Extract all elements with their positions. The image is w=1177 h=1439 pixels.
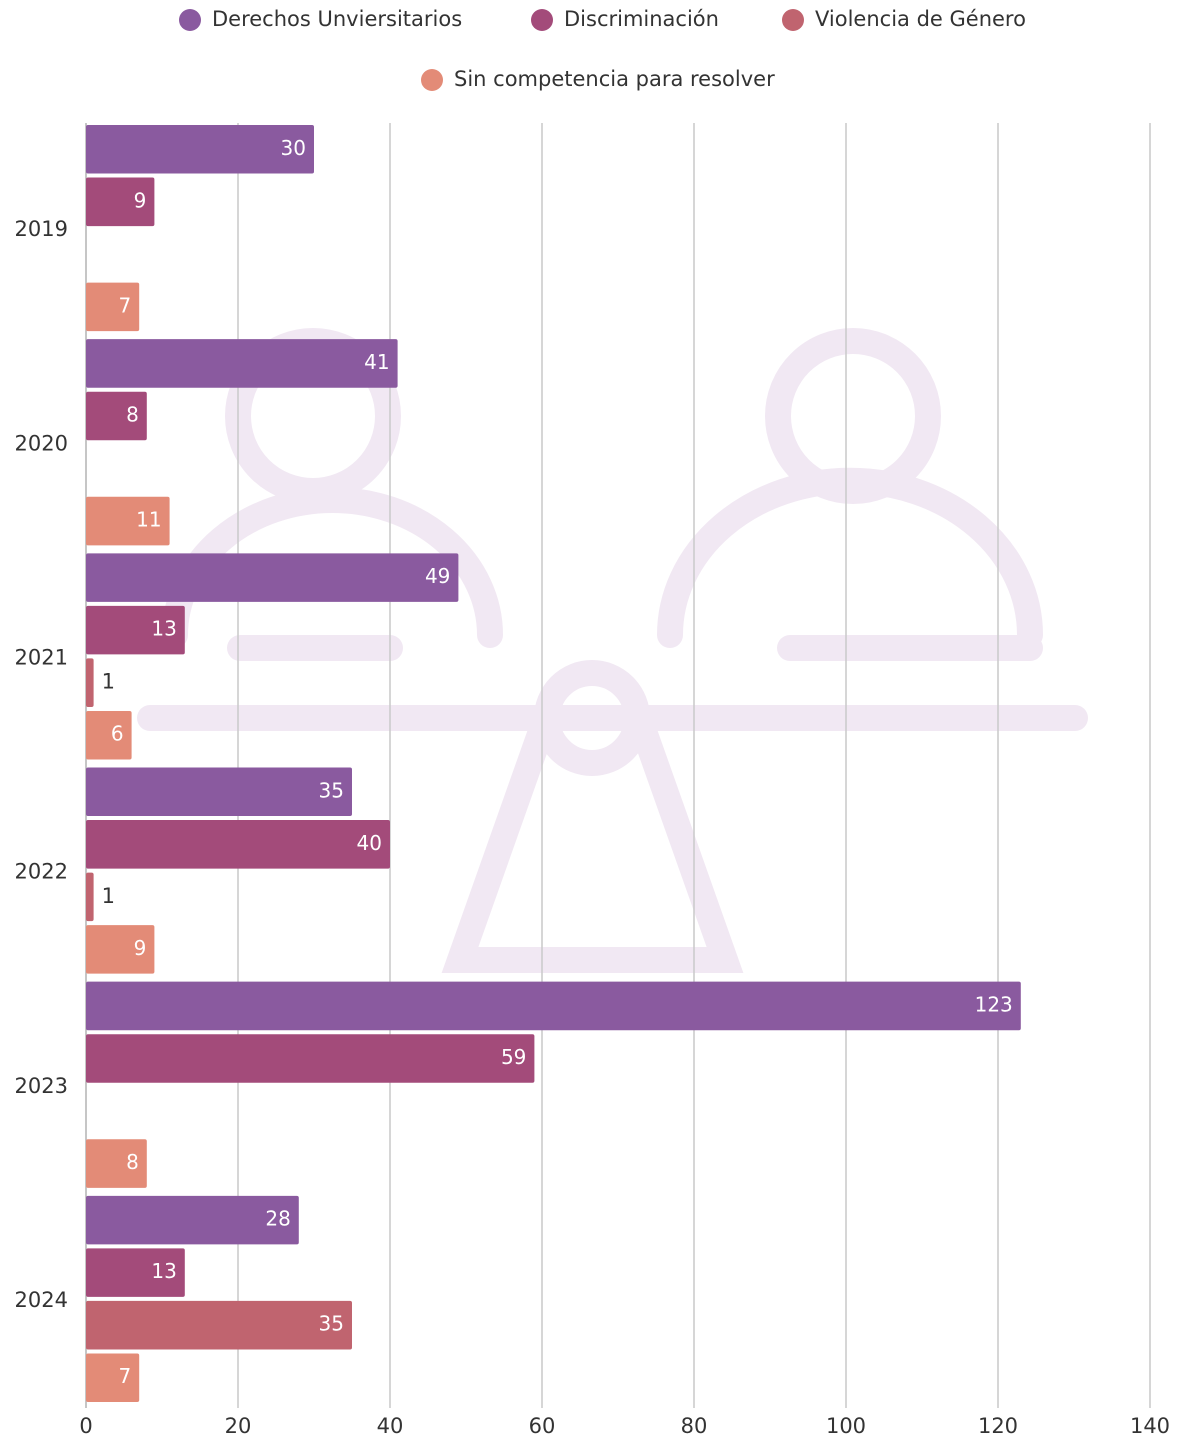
value-label: 7 [118,1364,131,1388]
value-label: 13 [151,1259,176,1283]
legend-swatch [782,9,804,31]
x-tick-label: 120 [978,1414,1018,1438]
x-tick-label: 20 [225,1414,252,1438]
value-label: 30 [281,136,306,160]
watermark [137,328,1088,973]
value-label: 7 [118,293,131,317]
value-label: 13 [151,617,176,641]
x-tick-label: 0 [79,1414,92,1438]
bar [86,981,1021,1031]
bar [86,820,390,869]
x-tick-label: 60 [529,1414,556,1438]
value-label: 8 [126,1150,139,1174]
value-label: 9 [134,936,147,960]
bar [86,339,398,388]
y-tick-label: 2019 [15,217,68,241]
value-label: 28 [265,1207,290,1231]
value-label: 41 [364,350,389,374]
bar [86,1195,299,1245]
bar [86,872,94,922]
value-label: 40 [357,831,382,855]
y-tick-label: 2020 [15,431,68,455]
bar [86,553,459,602]
bar [86,1034,535,1083]
bar [86,925,155,974]
y-tick-label: 2024 [15,1288,68,1312]
value-label: 49 [425,564,450,588]
y-tick-label: 2021 [15,645,68,669]
value-label: 11 [136,508,161,532]
bar [86,1300,352,1350]
bar [86,605,185,655]
bar [86,1248,185,1297]
value-label: 59 [501,1045,526,1069]
value-label: 8 [126,402,139,426]
value-label: 35 [319,1312,344,1336]
value-label: 35 [319,778,344,802]
legend-label: Sin competencia para resolver [454,67,775,91]
value-label: 123 [975,992,1013,1016]
bar [86,658,94,707]
bar [86,767,352,817]
legend-label: Discriminación [564,7,719,31]
bar [86,125,314,174]
legend-label: Violencia de Género [815,7,1026,31]
y-tick-label: 2022 [15,860,68,884]
x-tick-label: 80 [681,1414,708,1438]
y-tick-label: 2023 [15,1074,68,1098]
bar [86,1353,140,1402]
x-tick-label: 40 [377,1414,404,1438]
value-label: 6 [111,722,124,746]
legend-swatch [531,9,553,31]
x-tick-label: 140 [1130,1414,1170,1438]
bar [86,710,132,760]
value-label: 9 [134,188,147,212]
bar [86,1139,147,1188]
bar [86,177,155,227]
bar [86,391,147,441]
x-tick-label: 100 [826,1414,866,1438]
legend-swatch [421,69,443,91]
value-label: 1 [102,670,115,694]
bar [86,496,170,546]
legend-swatch [179,9,201,31]
bar [86,282,140,332]
value-label: 1 [102,884,115,908]
legend-label: Derechos Unviersitarios [212,7,462,31]
